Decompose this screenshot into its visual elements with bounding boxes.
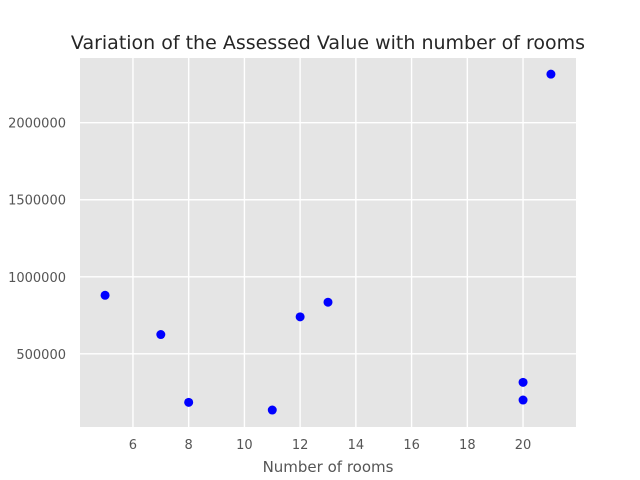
x-tick-label: 16	[403, 438, 420, 453]
y-tick-label: 500000	[16, 348, 66, 363]
x-axis-label: Number of rooms	[263, 458, 394, 476]
x-tick-label: 20	[515, 438, 532, 453]
data-point	[518, 395, 528, 405]
x-tick-label: 8	[185, 438, 193, 453]
chart-title: Variation of the Assessed Value with num…	[71, 32, 585, 54]
x-tick-label: 14	[348, 438, 365, 453]
y-tick-label: 1000000	[8, 271, 66, 286]
data-point	[100, 290, 110, 300]
data-point	[184, 397, 194, 407]
data-point	[156, 330, 166, 340]
y-tick-label: 1500000	[8, 194, 66, 209]
tick-labels: 6 8 10 12 14 16 18 20 500000 1000000 1500000 200000…	[8, 117, 531, 453]
x-tick-label: 12	[292, 438, 309, 453]
y-tick-label: 2000000	[8, 117, 66, 132]
x-tick-label: 18	[459, 438, 476, 453]
x-tick-label: 10	[236, 438, 253, 453]
plot-area	[80, 58, 576, 427]
data-point	[546, 69, 556, 79]
data-point	[323, 297, 333, 307]
data-point	[267, 405, 277, 415]
data-point	[518, 377, 528, 387]
grid-lines	[80, 58, 576, 427]
data-point	[295, 312, 305, 322]
data-points	[100, 69, 556, 415]
x-tick-label: 6	[129, 438, 137, 453]
